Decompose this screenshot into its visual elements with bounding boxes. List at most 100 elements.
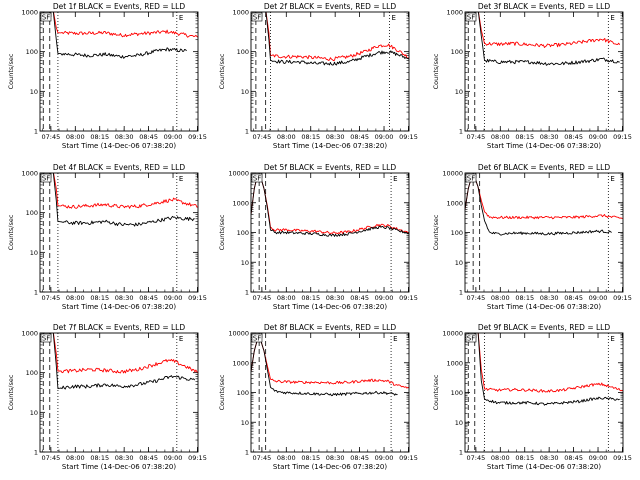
series-line-red [53, 173, 198, 209]
y-tick-label: 1 [34, 128, 38, 136]
series-line-red [465, 177, 623, 220]
y-tick-label: 100 [26, 209, 38, 217]
panel-title: Det 9f BLACK = Events, RED = LLD [478, 323, 611, 332]
y-tick-label: 10 [30, 88, 38, 96]
e-marker: E [610, 175, 614, 183]
panel-det-8: Det 8f BLACK = Events, RED = LLD Counts/s… [218, 323, 418, 471]
x-axis-label: Start Time (14-Dec-06 07:38:20) [273, 303, 387, 311]
y-tick-label: 100 [451, 229, 463, 237]
y-tick-label: 1000 [21, 9, 38, 17]
panel-det-4: Det 4f BLACK = Events, RED = LLD Counts/s… [7, 163, 207, 311]
x-tick-label: 08:15 [515, 133, 534, 141]
series-line-red [265, 12, 409, 62]
series-line-black [52, 333, 196, 390]
x-tick-label: 08:45 [350, 294, 369, 302]
x-tick-label: 09:15 [613, 294, 632, 302]
y-axis-label: Counts/sec [7, 374, 15, 410]
y-axis-label: Counts/sec [218, 214, 226, 250]
y-tick-label: 1000 [21, 170, 38, 178]
series-line-black [251, 175, 409, 237]
sf-marker: SF [467, 14, 475, 22]
plot-frame [250, 332, 410, 453]
y-axis-label: Counts/sec [7, 214, 15, 250]
x-tick-label: 08:45 [564, 294, 583, 302]
panel-title: Det 3f BLACK = Events, RED = LLD [478, 2, 611, 11]
sf-marker-box [40, 12, 52, 22]
x-axis-label: Start Time (14-Dec-06 07:38:20) [273, 463, 387, 471]
y-tick-label: 1 [245, 128, 249, 136]
y-tick-label: 10 [241, 259, 249, 267]
y-tick-label: 1000 [232, 199, 249, 207]
series-line-black [52, 173, 195, 227]
x-tick-label: 09:00 [589, 454, 608, 462]
x-tick-label: 07:45 [252, 454, 271, 462]
x-tick-label: 09:15 [613, 133, 632, 141]
panel-title: Det 7f BLACK = Events, RED = LLD [53, 323, 186, 332]
x-axis-label: Start Time (14-Dec-06 07:38:20) [487, 463, 601, 471]
x-tick-label: 08:45 [350, 454, 369, 462]
panel-det-5: Det 5f BLACK = Events, RED = LLD Counts/s… [218, 163, 418, 311]
panel-det-9: Det 9f BLACK = Events, RED = LLD Counts/s… [432, 323, 632, 471]
plot-frame [464, 11, 624, 132]
y-tick-label: 10 [455, 419, 463, 427]
y-tick-label: 10 [241, 88, 249, 96]
x-tick-label: 09:00 [375, 454, 394, 462]
x-tick-label: 08:45 [564, 133, 583, 141]
x-tick-label: 09:00 [375, 294, 394, 302]
sf-marker: SF [253, 335, 261, 343]
x-tick-label: 08:00 [66, 133, 85, 141]
x-tick-label: 07:45 [41, 294, 60, 302]
e-marker: E [610, 14, 614, 22]
x-tick-label: 07:45 [41, 454, 60, 462]
sf-marker: SF [42, 175, 50, 183]
sf-marker: SF [253, 175, 261, 183]
sf-marker: SF [42, 14, 50, 22]
y-tick-label: 10 [30, 249, 38, 257]
x-tick-label: 08:15 [90, 294, 109, 302]
x-tick-label: 09:00 [164, 133, 183, 141]
x-tick-label: 07:45 [466, 133, 485, 141]
plot-frame [250, 172, 410, 293]
x-tick-label: 08:30 [115, 133, 134, 141]
series-line-black [465, 177, 612, 236]
x-tick-label: 08:30 [540, 454, 559, 462]
e-marker: E [393, 335, 397, 343]
y-tick-label: 1 [459, 128, 463, 136]
x-tick-label: 08:15 [301, 133, 320, 141]
x-tick-label: 09:15 [399, 133, 418, 141]
x-tick-label: 08:45 [139, 454, 158, 462]
x-tick-label: 09:15 [188, 454, 207, 462]
x-tick-label: 08:00 [277, 454, 296, 462]
series-line-red [251, 339, 409, 389]
y-tick-label: 1000 [21, 330, 38, 338]
x-axis-label: Start Time (14-Dec-06 07:38:20) [62, 463, 176, 471]
plot-frame [39, 332, 199, 453]
panel-det-7: Det 7f BLACK = Events, RED = LLD Counts/s… [7, 323, 207, 471]
x-tick-label: 07:45 [41, 133, 60, 141]
e-marker: E [610, 335, 614, 343]
series-line-black [251, 339, 398, 397]
x-tick-label: 09:00 [589, 133, 608, 141]
x-tick-label: 08:30 [326, 133, 345, 141]
y-tick-label: 100 [451, 389, 463, 397]
y-tick-label: 100 [237, 48, 249, 56]
x-tick-label: 08:30 [540, 294, 559, 302]
sf-marker-box [251, 173, 263, 183]
x-tick-label: 08:45 [139, 133, 158, 141]
series-line-black [477, 333, 620, 406]
y-tick-label: 100 [26, 48, 38, 56]
sf-marker-box [465, 12, 477, 22]
x-tick-label: 09:00 [375, 133, 394, 141]
y-tick-label: 100 [451, 48, 463, 56]
x-tick-label: 08:30 [326, 454, 345, 462]
e-marker: E [391, 14, 395, 22]
x-tick-label: 08:45 [139, 294, 158, 302]
y-tick-label: 1000 [446, 359, 463, 367]
series-line-black [477, 12, 620, 66]
panel-title: Det 2f BLACK = Events, RED = LLD [264, 2, 397, 11]
x-axis-label: Start Time (14-Dec-06 07:38:20) [273, 142, 387, 150]
e-marker: E [179, 14, 183, 22]
panel-title: Det 1f BLACK = Events, RED = LLD [53, 2, 186, 11]
x-tick-label: 09:15 [399, 454, 418, 462]
x-tick-label: 08:15 [90, 133, 109, 141]
